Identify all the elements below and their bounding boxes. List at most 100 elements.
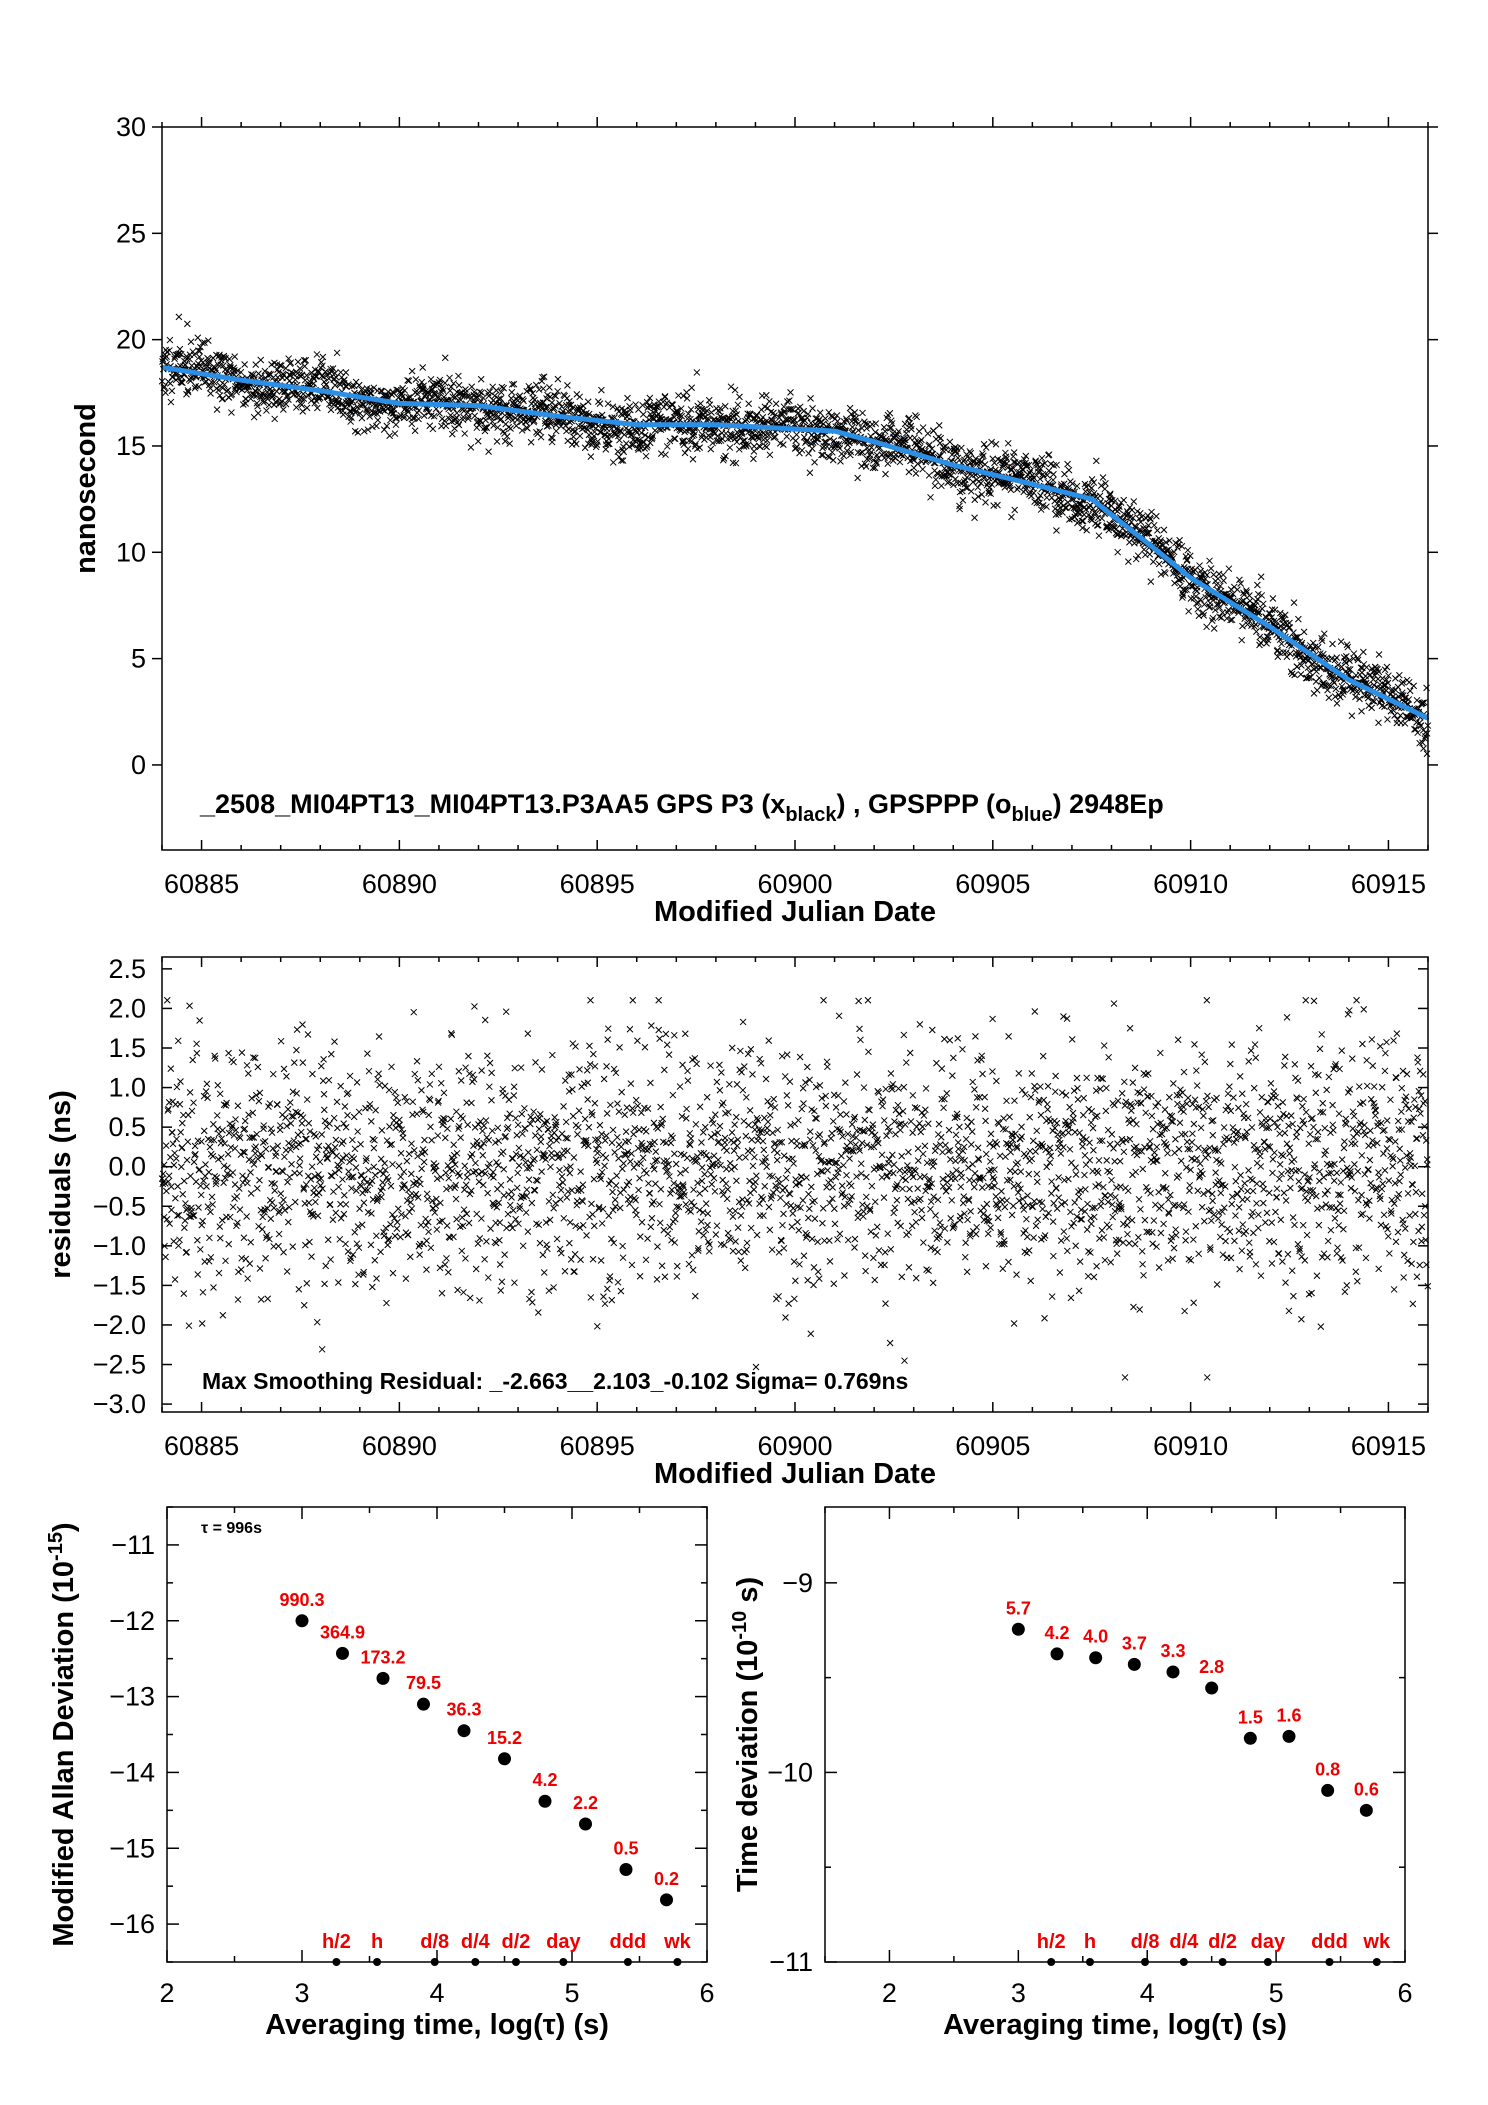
residual-point: [600, 1075, 608, 1083]
data-point: [932, 476, 940, 483]
residual-point: [261, 1137, 269, 1145]
residual-point: [854, 1209, 862, 1217]
residual-point: [638, 1218, 646, 1226]
residual-point: [670, 1031, 678, 1039]
data-point: [809, 405, 816, 412]
residual-point: [747, 1224, 755, 1232]
residual-point: [867, 1228, 875, 1236]
data-point: [1124, 558, 1132, 565]
residual-point: [423, 1237, 430, 1245]
residual-point: [959, 1045, 966, 1053]
residual-point: [547, 1163, 554, 1171]
residual-point: [616, 1204, 624, 1212]
residual-point: [656, 1200, 663, 1208]
residual-point: [693, 1060, 701, 1068]
residual-point: [225, 1240, 233, 1248]
data-point: [1130, 498, 1138, 505]
residual-point: [574, 1123, 582, 1131]
residual-point: [480, 1122, 488, 1130]
data-point: [206, 384, 214, 392]
residual-point: [652, 1148, 660, 1155]
residual-point: [271, 1187, 279, 1194]
residual-point: [587, 1294, 595, 1301]
data-point: [430, 412, 438, 420]
residual-point: [367, 1241, 375, 1249]
residual-point: [421, 1136, 428, 1144]
data-point: [404, 408, 412, 416]
residual-point: [746, 1177, 753, 1185]
residual-point: [713, 1078, 721, 1086]
residual-point: [540, 1269, 548, 1276]
data-point: [731, 435, 739, 443]
residual-point: [692, 1120, 700, 1128]
residual-point: [633, 1211, 640, 1219]
data-point: [684, 445, 692, 453]
residual-point: [919, 1150, 927, 1158]
residual-point: [636, 1233, 644, 1241]
residual-point: [946, 1036, 954, 1044]
residual-point: [617, 1143, 625, 1151]
residual-point: [171, 1276, 179, 1283]
residual-point: [309, 1070, 316, 1078]
data-point: [693, 369, 701, 376]
data-point: [220, 362, 227, 369]
data-point: [335, 398, 343, 405]
residual-point: [193, 1049, 201, 1057]
data-point: [1405, 678, 1413, 686]
residual-point: [725, 1080, 733, 1088]
residual-point: [731, 1121, 739, 1129]
residual-point: [766, 1111, 774, 1119]
residual-point: [878, 1151, 886, 1159]
data-point: [1064, 460, 1071, 468]
data-point: [576, 393, 584, 401]
residual-point: [835, 1012, 843, 1020]
residual-point: [716, 1061, 723, 1069]
residual-point: [868, 1182, 876, 1190]
residual-point: [284, 1218, 292, 1226]
data-point: [319, 362, 326, 370]
residual-point: [383, 1299, 390, 1307]
data-point: [167, 398, 175, 406]
data-point: [183, 355, 191, 363]
residual-point: [656, 1219, 664, 1227]
data-point: [772, 400, 780, 408]
residual-point: [407, 1170, 415, 1178]
residual-point: [697, 1149, 705, 1157]
data-point: [330, 375, 338, 382]
data-point: [226, 361, 234, 369]
residual-point: [901, 1121, 909, 1128]
residual-point: [365, 1067, 373, 1075]
residual-point: [331, 1038, 338, 1045]
residual-point: [413, 1057, 421, 1065]
residual-point: [438, 1289, 446, 1297]
residual-point: [222, 1257, 229, 1265]
data-point: [277, 362, 285, 370]
residual-point: [230, 1058, 237, 1066]
residual-point: [437, 1079, 445, 1087]
residual-point: [571, 1250, 579, 1258]
data-point: [829, 456, 837, 464]
data-point: [1050, 470, 1057, 478]
data-point: [166, 380, 174, 387]
residual-point: [305, 1172, 312, 1180]
data-point: [296, 365, 304, 372]
residual-point: [464, 1121, 472, 1129]
residual-point: [896, 1166, 904, 1174]
residual-point: [949, 1054, 957, 1062]
residual-point: [923, 1159, 931, 1167]
residual-point: [780, 1210, 787, 1218]
data-point: [1383, 663, 1391, 671]
residual-point: [917, 1128, 925, 1136]
residual-point: [479, 1181, 487, 1189]
data-point: [381, 392, 389, 400]
residual-point: [882, 1300, 889, 1307]
residual-point: [939, 1175, 947, 1183]
residual-point: [799, 1084, 807, 1092]
residual-point: [743, 1246, 750, 1253]
residual-point: [317, 1182, 324, 1189]
residual-point: [397, 1149, 405, 1157]
residual-point: [954, 1139, 962, 1146]
residual-point: [684, 1077, 692, 1085]
residual-point: [420, 1158, 428, 1166]
residual-point: [471, 1003, 478, 1010]
